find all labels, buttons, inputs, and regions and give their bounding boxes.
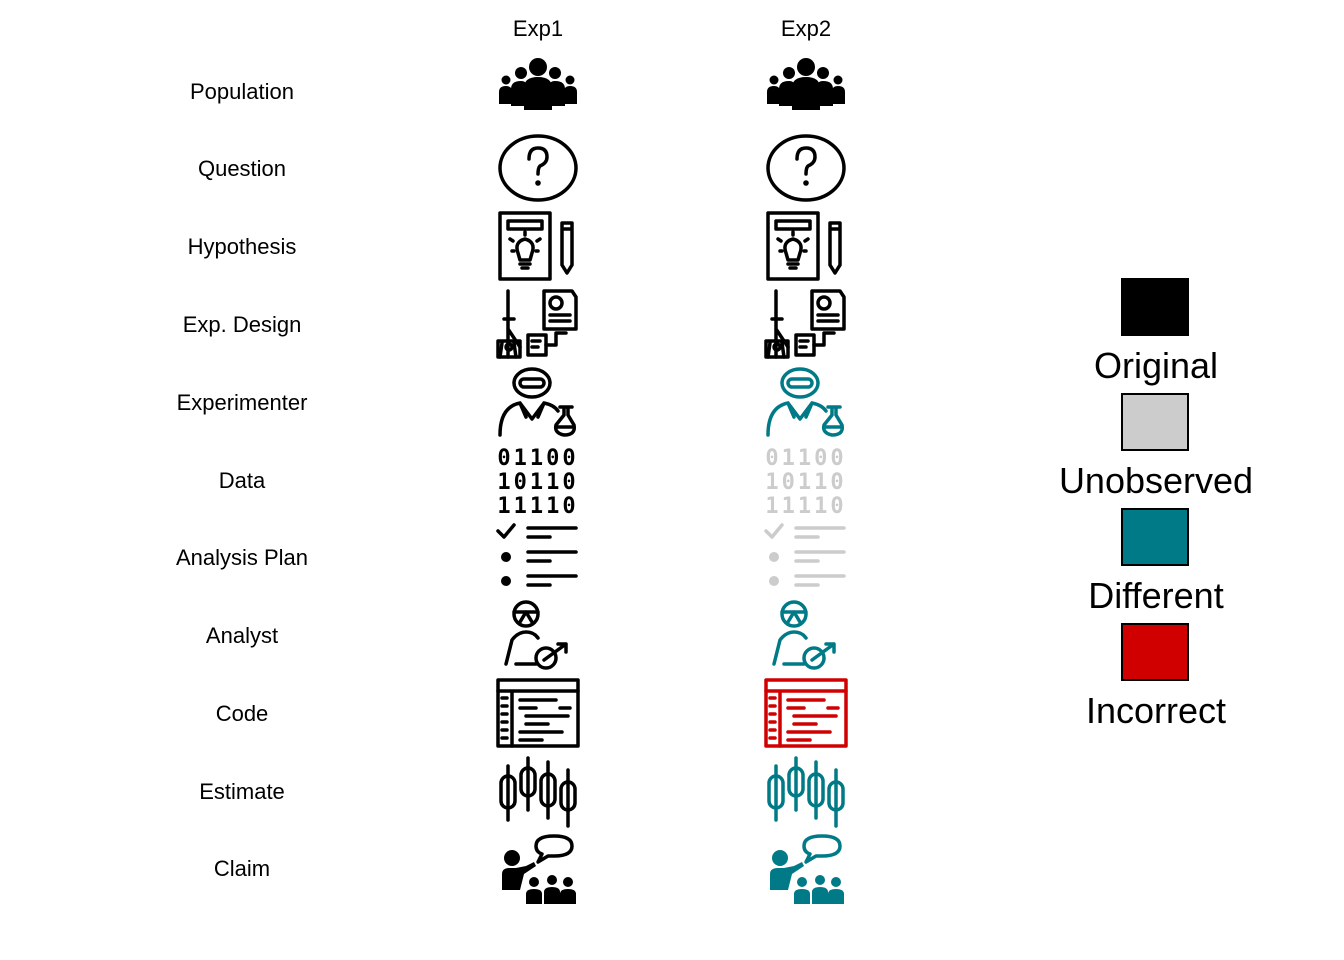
analyst-chart-icon (772, 600, 836, 670)
candlestick-icon (767, 756, 845, 828)
legend-label-original: Original (1093, 345, 1219, 386)
legend-swatch-different (1121, 508, 1189, 566)
row-label-analyst: Analyst (205, 623, 279, 648)
svg-text:11110: 11110 (497, 494, 578, 519)
presenter-audience-icon (496, 834, 580, 904)
analyst-chart-icon (764, 600, 848, 670)
checklist-icon (764, 523, 848, 593)
analyst-chart-icon (496, 600, 580, 670)
checklist-icon (764, 523, 846, 587)
svg-text:11110: 11110 (765, 494, 846, 519)
row-label-experimenter: Experimenter (176, 390, 308, 415)
lab-design-document-icon (496, 289, 578, 359)
checklist-icon (496, 523, 580, 593)
legend-swatch-incorrect (1121, 623, 1189, 681)
column-header-exp2: Exp2 (780, 16, 832, 41)
legend-swatch-unobserved (1121, 393, 1189, 451)
group-of-people-icon (496, 56, 580, 126)
candlestick-icon (496, 756, 580, 828)
lab-design-document-icon (496, 289, 580, 359)
row-label-code: Code (215, 701, 269, 726)
row-label-exp-design: Exp. Design (182, 312, 302, 337)
row-label-data: Data (218, 468, 266, 493)
scientist-flask-icon (498, 367, 577, 437)
row-label-claim: Claim (213, 856, 271, 881)
lab-design-document-icon (764, 289, 846, 359)
svg-text:01100: 01100 (765, 446, 846, 471)
legend-label-incorrect: Incorrect (1085, 690, 1227, 731)
legend-label-different: Different (1088, 575, 1224, 616)
scientist-flask-icon (764, 367, 848, 437)
scientist-flask-icon (766, 367, 845, 437)
presenter-audience-icon (764, 834, 848, 904)
row-label-estimate: Estimate (199, 779, 285, 804)
question-mark-circle-icon (766, 134, 846, 202)
lightbulb-pencil-icon (764, 211, 848, 281)
lightbulb-pencil-icon (766, 211, 842, 281)
analyst-chart-icon (504, 600, 568, 670)
scientist-flask-icon (496, 367, 580, 437)
row-label-question: Question (197, 156, 287, 181)
candlestick-icon (499, 756, 577, 828)
question-mark-circle-icon (764, 133, 848, 203)
row-label-population: Population (190, 79, 294, 104)
code-window-icon (764, 678, 848, 748)
group-of-people-icon (767, 58, 845, 110)
candlestick-icon (764, 756, 848, 828)
legend-swatch-original (1121, 278, 1189, 336)
column-header-exp1: Exp1 (512, 16, 564, 41)
svg-text:10110: 10110 (497, 470, 578, 495)
group-of-people-icon (499, 58, 577, 110)
presenter-audience-icon (502, 834, 576, 904)
svg-text:01100: 01100 (497, 446, 578, 471)
code-window-icon (764, 678, 848, 748)
lightbulb-pencil-icon (498, 211, 574, 281)
code-window-icon (496, 678, 580, 748)
question-mark-circle-icon (498, 134, 578, 202)
svg-text:10110: 10110 (765, 470, 846, 495)
group-of-people-icon (764, 56, 848, 126)
code-window-icon (496, 678, 580, 748)
lightbulb-pencil-icon (496, 211, 580, 281)
legend-label-unobserved: Unobserved (1058, 460, 1254, 501)
row-label-hypothesis: Hypothesis (187, 234, 297, 259)
question-mark-circle-icon (496, 133, 580, 203)
lab-design-document-icon (764, 289, 848, 359)
checklist-icon (496, 523, 578, 587)
row-label-analysis-plan: Analysis Plan (175, 545, 309, 570)
presenter-audience-icon (770, 834, 844, 904)
